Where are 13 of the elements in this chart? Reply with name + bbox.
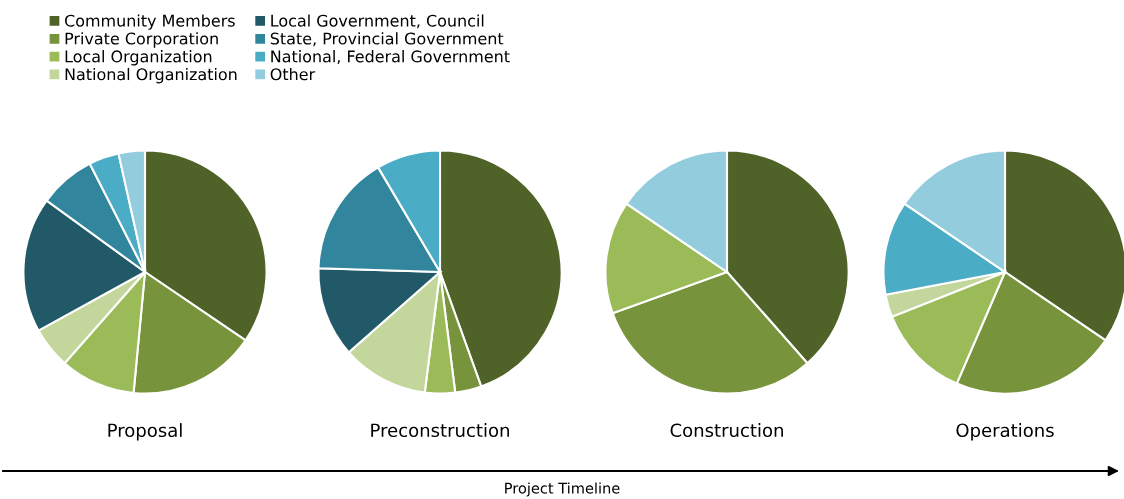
text: Project Timeline [505, 482, 620, 497]
legend-label: National, Federal Government [271, 50, 510, 65]
text: Operations [956, 423, 1054, 441]
text: Proposal [108, 423, 182, 441]
legend-label: Community Members [64, 14, 235, 30]
text: Construction [670, 423, 783, 438]
legend-label: Local Government, Council [271, 14, 484, 29]
legend-label: Private Corporation [65, 32, 218, 48]
text: Preconstruction [371, 423, 509, 438]
legend-label: National Organization [65, 67, 237, 84]
legend-label: State, Provincial Government [270, 32, 504, 47]
legend-label: Local Organization [65, 50, 212, 66]
legend-label: Other [270, 67, 316, 81]
